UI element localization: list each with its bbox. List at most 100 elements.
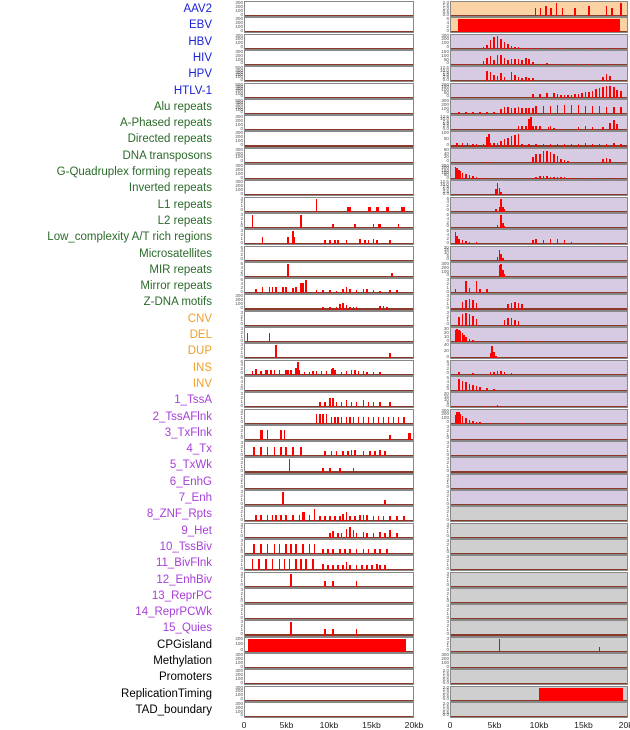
track-bar xyxy=(550,152,552,163)
track-bar xyxy=(500,141,502,147)
x-axis-tick-left: 0 xyxy=(242,720,247,730)
track-bar xyxy=(363,549,365,554)
track-bar xyxy=(337,417,339,424)
track-bar xyxy=(279,370,281,375)
track-bar xyxy=(486,388,488,391)
track-label-mir-repeats: MIR repeats xyxy=(0,264,216,276)
track-bar xyxy=(545,6,547,17)
track-bar xyxy=(260,371,262,375)
track-bar xyxy=(363,289,365,293)
panel-right-28 xyxy=(450,457,628,473)
track-bar xyxy=(479,387,481,391)
track-bar xyxy=(373,239,375,244)
track-baseline xyxy=(245,716,413,717)
track-bar xyxy=(507,44,509,49)
track-baseline xyxy=(451,406,627,407)
track-bar xyxy=(363,371,365,375)
track-bar xyxy=(502,258,504,261)
track-bar xyxy=(363,515,365,522)
track-baseline xyxy=(451,308,627,309)
track-baseline xyxy=(245,113,413,114)
panel-left-17 xyxy=(244,278,414,294)
track-bar xyxy=(574,80,576,81)
track-bar xyxy=(295,559,297,570)
track-bar xyxy=(532,108,534,114)
track-bar xyxy=(472,340,474,342)
track-bar xyxy=(469,299,471,310)
track-bar xyxy=(546,63,548,65)
track-baseline xyxy=(451,667,627,668)
track-bar xyxy=(383,516,385,521)
track-bar xyxy=(557,144,559,146)
track-bar xyxy=(483,423,485,424)
track-bar xyxy=(539,688,623,701)
track-bar xyxy=(490,40,492,48)
track-bar xyxy=(493,389,495,391)
track-bar xyxy=(316,290,318,294)
track-baseline xyxy=(245,260,413,261)
track-bar xyxy=(483,61,485,65)
track-bar xyxy=(456,143,458,147)
track-baseline xyxy=(451,553,627,554)
track-label-inverted-repeats: Inverted repeats xyxy=(0,182,216,194)
track-bar xyxy=(294,237,296,244)
track-bar xyxy=(504,58,506,65)
track-bar xyxy=(305,280,307,293)
track-bar xyxy=(588,92,590,98)
track-bar xyxy=(324,629,326,635)
track-bar xyxy=(514,47,516,49)
track-bar xyxy=(504,107,506,114)
track-bar xyxy=(611,8,613,17)
track-bar xyxy=(379,402,381,407)
track-bar xyxy=(504,209,506,212)
track-bar xyxy=(511,59,513,65)
track-bar xyxy=(521,78,523,81)
track-bar xyxy=(518,134,520,147)
track-bar xyxy=(349,527,351,538)
track-bar xyxy=(272,559,274,570)
track-bar xyxy=(366,515,368,522)
track-bar xyxy=(535,154,537,163)
track-baseline xyxy=(451,618,627,619)
track-bar xyxy=(486,289,488,293)
track-bar xyxy=(564,95,566,98)
panel-left-2 xyxy=(244,34,414,50)
track-bar xyxy=(479,178,481,180)
track-baseline xyxy=(451,569,627,570)
track-label-tad-boundary: TAD_boundary xyxy=(0,704,216,716)
track-bar xyxy=(269,287,271,294)
track-bar xyxy=(564,160,566,163)
track-bar xyxy=(616,124,618,130)
panel-left-35 xyxy=(244,572,414,588)
track-bar xyxy=(539,176,541,179)
track-bar xyxy=(532,94,534,98)
track-baseline xyxy=(245,97,413,98)
track-bar xyxy=(564,105,566,114)
track-bar xyxy=(511,318,513,325)
track-bar xyxy=(363,417,365,424)
panel-left-30 xyxy=(244,490,414,506)
track-baseline xyxy=(245,618,413,619)
track-baseline xyxy=(451,423,627,424)
track-bar xyxy=(490,423,492,424)
track-bar xyxy=(279,544,281,555)
track-bar xyxy=(539,126,541,130)
track-bar xyxy=(609,159,611,163)
track-bar xyxy=(262,287,264,293)
track-bar xyxy=(574,94,576,98)
track-bar xyxy=(592,106,594,114)
